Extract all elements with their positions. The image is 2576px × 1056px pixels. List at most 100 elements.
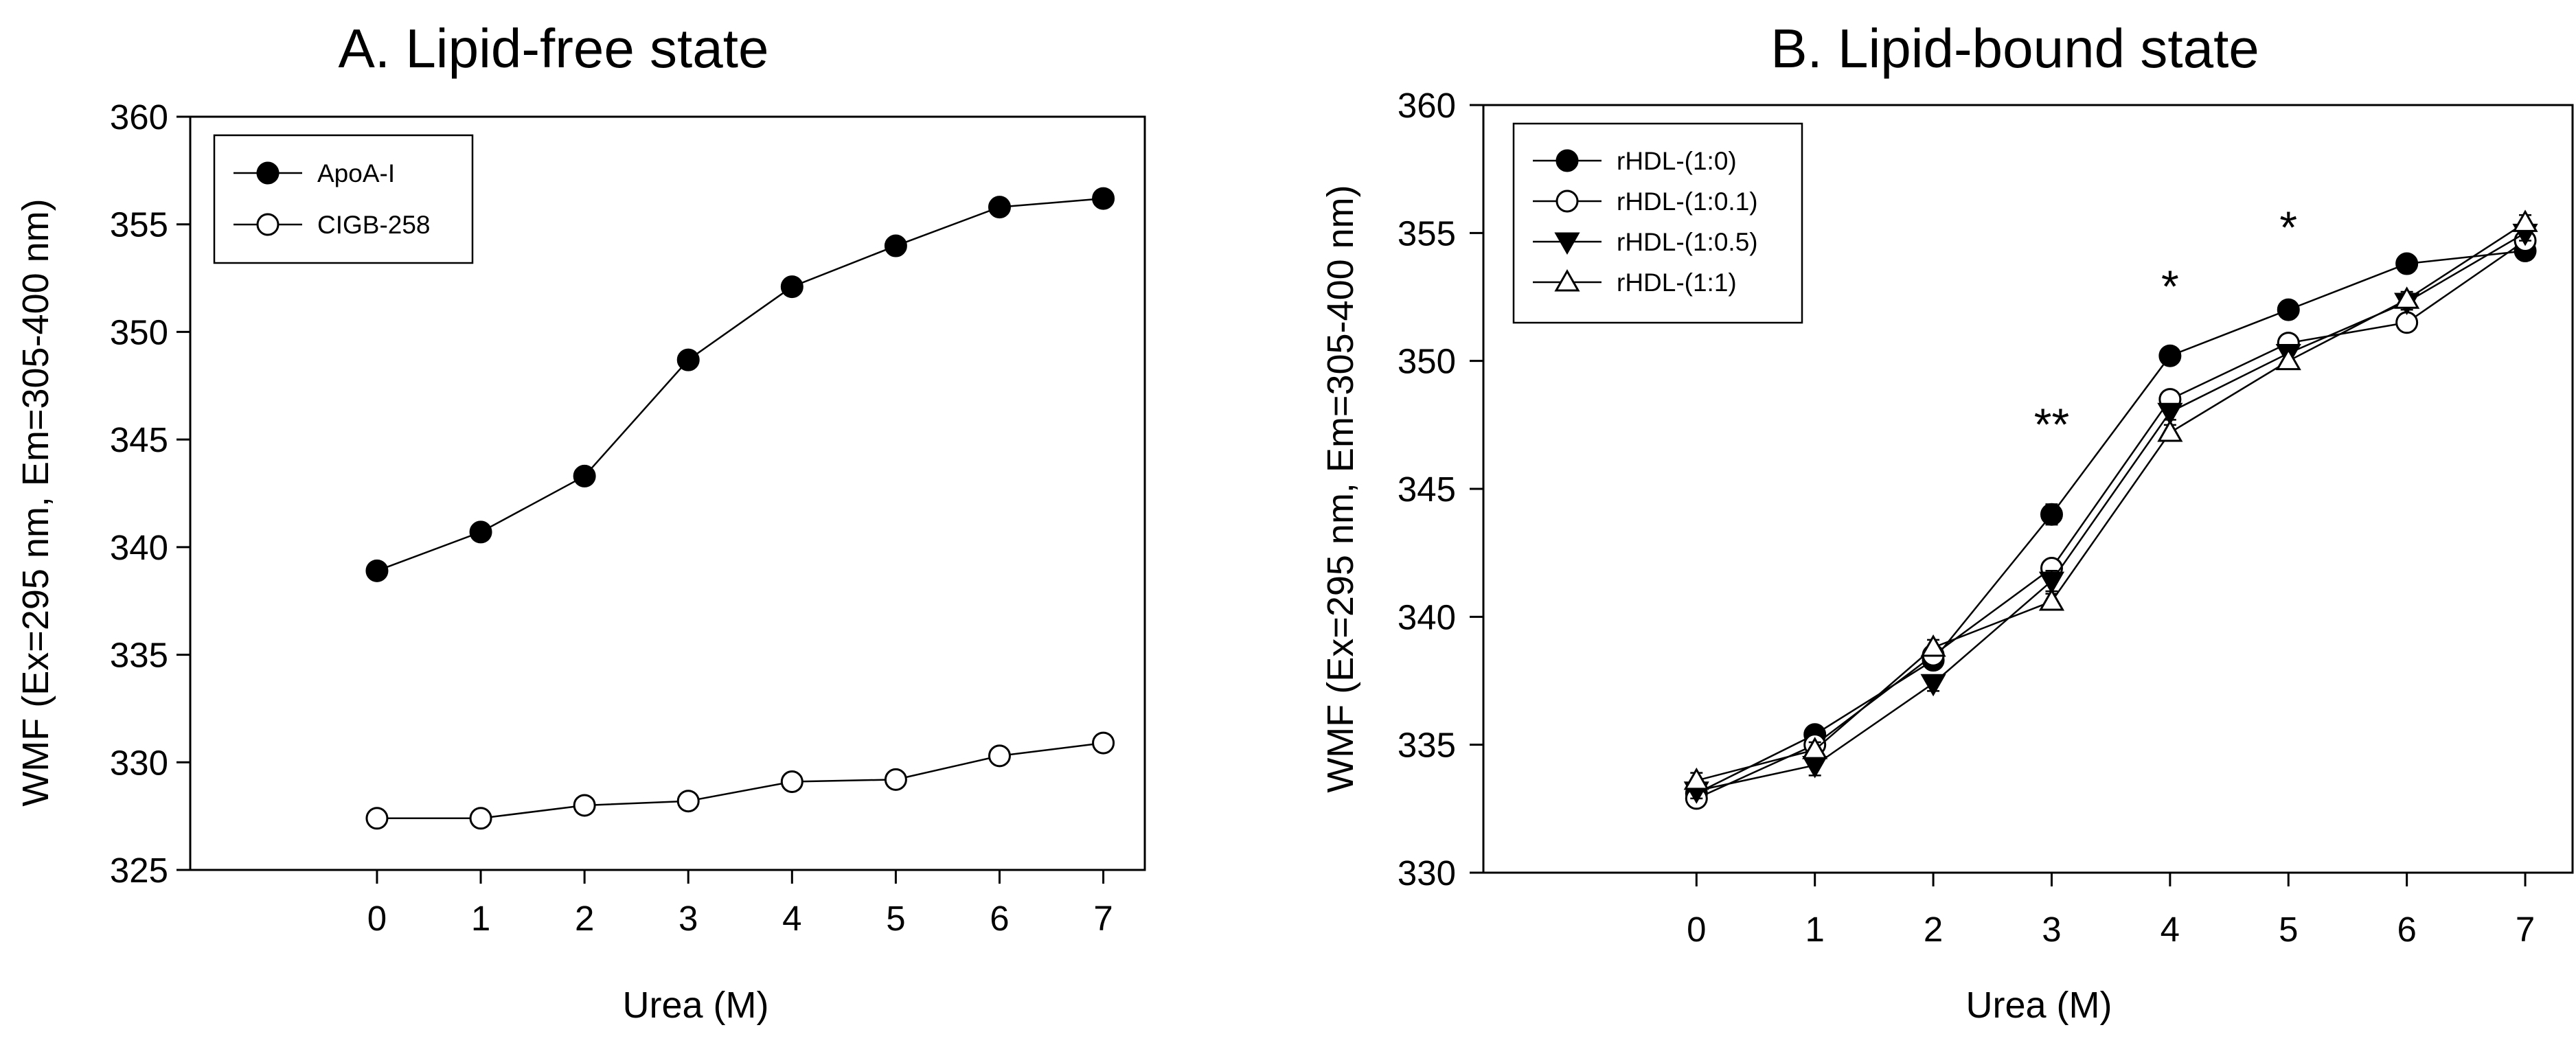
legend-label: rHDL-(1:1) (1617, 268, 1737, 297)
x-tick-label: 1 (1805, 910, 1825, 949)
data-point (2277, 298, 2300, 321)
data-point (676, 790, 700, 813)
panel-b-xlabel: Urea (M) (1966, 985, 2112, 1026)
y-tick-label: 360 (110, 97, 168, 137)
data-point (2040, 503, 2063, 526)
legend-label: rHDL-(1:0.1) (1617, 187, 1758, 216)
series-line (376, 742, 1104, 820)
series-rHDL-(1:0.5) (1683, 223, 2538, 804)
data-point (780, 275, 803, 299)
y-tick-label: 345 (110, 420, 168, 459)
data-point (676, 348, 700, 371)
panel-a-ylabel: WMF (Ex=295 nm, Em=305-400 nm) (15, 198, 56, 806)
x-tick-label: 7 (2516, 910, 2535, 949)
data-point (1802, 737, 1828, 759)
data-point (2157, 402, 2183, 426)
data-point (2275, 347, 2301, 371)
y-tick-label: 335 (110, 636, 168, 675)
data-point (2394, 286, 2420, 309)
x-tick-label: 3 (2042, 910, 2061, 949)
legend-marker (1554, 232, 1580, 255)
x-tick-label: 4 (782, 899, 801, 938)
legend-marker (1555, 190, 1579, 213)
significance-marker: * (2161, 261, 2179, 312)
y-tick-label: 355 (1398, 214, 1456, 253)
data-point (469, 520, 492, 544)
panel-b-legend: rHDL-(1:0) rHDL-(1:0.1) rHDL-(1:0.5) rHDL-(… (1512, 122, 1803, 324)
panel-b-ylabel: WMF (Ex=295 nm, Em=305-400 nm) (1320, 185, 1361, 792)
series-line (376, 197, 1104, 572)
data-point (1092, 731, 1115, 755)
data-point (469, 807, 492, 830)
data-point (2395, 252, 2419, 275)
y-tick-label: 355 (110, 205, 168, 244)
y-tick-label: 360 (1398, 86, 1456, 125)
data-point (1683, 767, 1709, 790)
x-tick-label: 2 (575, 899, 594, 938)
data-point (1920, 674, 1946, 697)
y-tick-label: 345 (1398, 470, 1456, 509)
panel-b-lipid-bound: B. Lipid-bound state WMF (Ex=295 nm, Em=… (1320, 18, 2574, 1026)
data-point (2512, 209, 2538, 232)
data-point (2038, 588, 2065, 611)
panel-b-series (1683, 209, 2538, 810)
y-tick-label: 350 (1398, 342, 1456, 381)
data-point (780, 770, 803, 793)
legend-marker (256, 161, 280, 185)
data-point (2157, 419, 2183, 442)
series-line (1696, 240, 2526, 800)
y-tick-label: 340 (1398, 597, 1456, 636)
data-point (2038, 571, 2065, 595)
x-tick-label: 3 (679, 899, 698, 938)
series-line (1696, 222, 2526, 782)
legend-label: ApoA-I (317, 159, 395, 187)
y-tick-label: 340 (110, 528, 168, 567)
data-point (1920, 634, 1946, 657)
panel-a-plot-frame (189, 115, 1146, 871)
panel-b-significance: **** (2034, 202, 2297, 450)
significance-marker: * (2279, 202, 2297, 253)
y-tick-label: 330 (1398, 853, 1456, 893)
significance-marker: ** (2034, 399, 2069, 450)
x-tick-label: 0 (1687, 910, 1706, 949)
x-tick-label: 5 (886, 899, 905, 938)
x-tick-label: 6 (990, 899, 1009, 938)
x-tick-label: 2 (1924, 910, 1943, 949)
y-tick-label: 330 (110, 743, 168, 782)
legend-label: rHDL-(1:0) (1617, 147, 1737, 175)
series-rHDL-(1:1) (1683, 209, 2538, 790)
data-point (365, 807, 389, 830)
panel-a-lipid-free: A. Lipid-free state WMF (Ex=295 nm, Em=3… (15, 18, 1146, 1026)
data-point (988, 744, 1011, 768)
data-point (2158, 344, 2182, 367)
data-point (573, 794, 596, 817)
data-point (365, 559, 389, 582)
y-tick-label: 350 (110, 312, 168, 352)
series-CIGB-258 (365, 731, 1115, 830)
legend-marker (256, 213, 280, 236)
legend-label: rHDL-(1:0.5) (1617, 228, 1758, 256)
x-tick-label: 0 (367, 899, 387, 938)
data-point (1092, 187, 1115, 210)
y-tick-label: 335 (1398, 726, 1456, 765)
data-point (2395, 311, 2419, 334)
series-rHDL-(1:0.1) (1685, 229, 2537, 810)
data-point (988, 196, 1011, 219)
panel-a-legend: ApoA-I CIGB-258 (213, 134, 474, 264)
legend-label: CIGB-258 (317, 211, 431, 239)
x-tick-label: 4 (2161, 910, 2180, 949)
legend-marker (1555, 149, 1579, 172)
panel-a-title: A. Lipid-free state (339, 18, 769, 79)
panel-a-xlabel: Urea (M) (623, 985, 769, 1026)
series-ApoA-I (365, 187, 1115, 582)
data-point (884, 234, 907, 257)
x-tick-label: 7 (1093, 899, 1113, 938)
panel-a-legend-box (213, 134, 474, 264)
y-tick-label: 325 (110, 851, 168, 890)
series-line (1696, 250, 2526, 794)
data-point (573, 464, 596, 487)
x-tick-label: 1 (471, 899, 490, 938)
